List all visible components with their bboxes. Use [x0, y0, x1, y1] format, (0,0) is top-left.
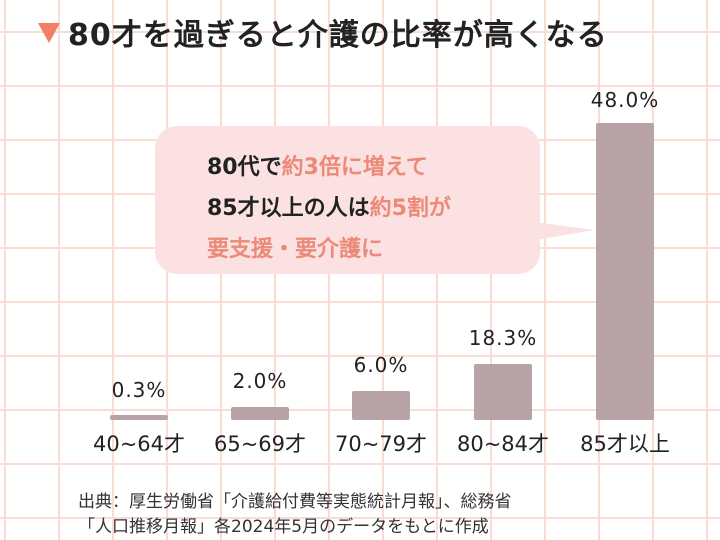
bar-85-plus: [596, 123, 654, 420]
bar-40-64: [110, 415, 168, 420]
chart-title-text: 80才を過ぎると介護の比率が高くなる: [68, 18, 608, 53]
callout-line-2-normal: 85才以上の人は: [207, 196, 370, 221]
source-line-1: 出典：厚生労働省「介護給付費等実態統計月報」、総務省: [78, 492, 512, 512]
bar-80-84: [474, 364, 532, 420]
bar-65-69: [231, 407, 289, 420]
callout-line-1-highlight: 約3倍に増えて: [281, 155, 428, 180]
category-label-70-79: 70~79才: [334, 432, 428, 456]
value-label-65-69: 2.0%: [232, 369, 288, 393]
callout-line-1: 80代で約3倍に増えて: [207, 147, 451, 188]
value-label-70-79: 6.0%: [353, 353, 409, 377]
source-note: 出典：厚生労働省「介護給付費等実態統計月報」、総務省 「人口推移月報」各2024…: [78, 490, 512, 540]
callout-line-1-normal: 80代で: [207, 155, 282, 180]
value-label-85-plus: 48.0%: [590, 88, 660, 112]
value-label-40-64: 0.3%: [111, 378, 167, 402]
value-label-80-84: 18.3%: [468, 326, 538, 350]
source-line-2: 「人口推移月報」各2024年5月のデータをもとに作成: [78, 517, 489, 537]
bar-70-79: [352, 391, 410, 420]
callout-tail: [535, 222, 595, 240]
down-triangle-icon: [38, 23, 60, 43]
category-label-40-64: 40~64才: [92, 432, 186, 456]
callout-line-2: 85才以上の人は約5割が: [207, 188, 451, 229]
callout-bubble: [155, 126, 540, 274]
callout-line-3: 要支援・要介護に: [207, 229, 451, 270]
callout-line-3-highlight: 要支援・要介護に: [207, 237, 384, 262]
callout-text: 80代で約3倍に増えて 85才以上の人は約5割が 要支援・要介護に: [207, 147, 451, 270]
category-label-85-plus: 85才以上: [580, 432, 670, 456]
category-label-65-69: 65~69才: [213, 432, 307, 456]
callout-line-2-highlight: 約5割が: [369, 196, 451, 221]
chart-title: 80才を過ぎると介護の比率が高くなる: [38, 10, 608, 54]
category-label-80-84: 80~84才: [456, 432, 550, 456]
